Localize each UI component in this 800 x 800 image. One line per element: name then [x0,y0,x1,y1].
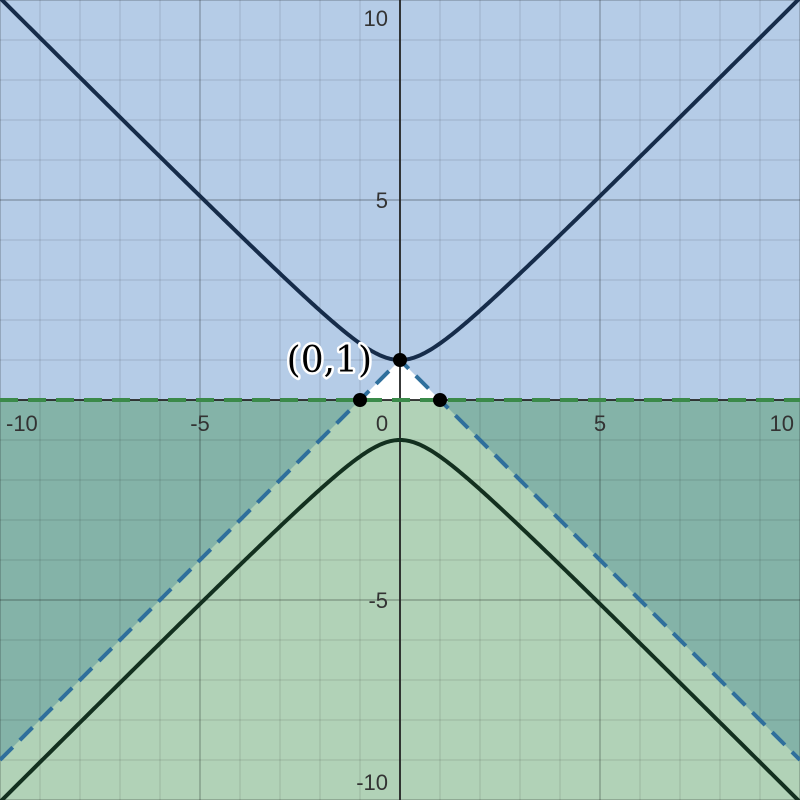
tick-labels: -10 -5 0 5 10 10 5 -5 -10 [6,6,794,795]
blue-region [0,0,800,760]
y-tick-label: -5 [368,588,388,613]
lower-hyperbola-curve [0,437,800,800]
points: (0,1) [284,338,447,407]
y-tick-label: 5 [376,188,388,213]
x-tick-label: -10 [6,411,38,436]
x-tick-label: 5 [594,411,606,436]
point-label: (0,1) [287,340,372,381]
point-marker [393,353,407,367]
x-tick-label: -5 [190,411,210,436]
point-marker [353,393,367,407]
y-tick-label: 10 [364,6,388,31]
point-marker [433,393,447,407]
x-tick-label: 10 [770,411,794,436]
x-tick-label: 0 [376,411,388,436]
y-tick-label: -10 [356,770,388,795]
